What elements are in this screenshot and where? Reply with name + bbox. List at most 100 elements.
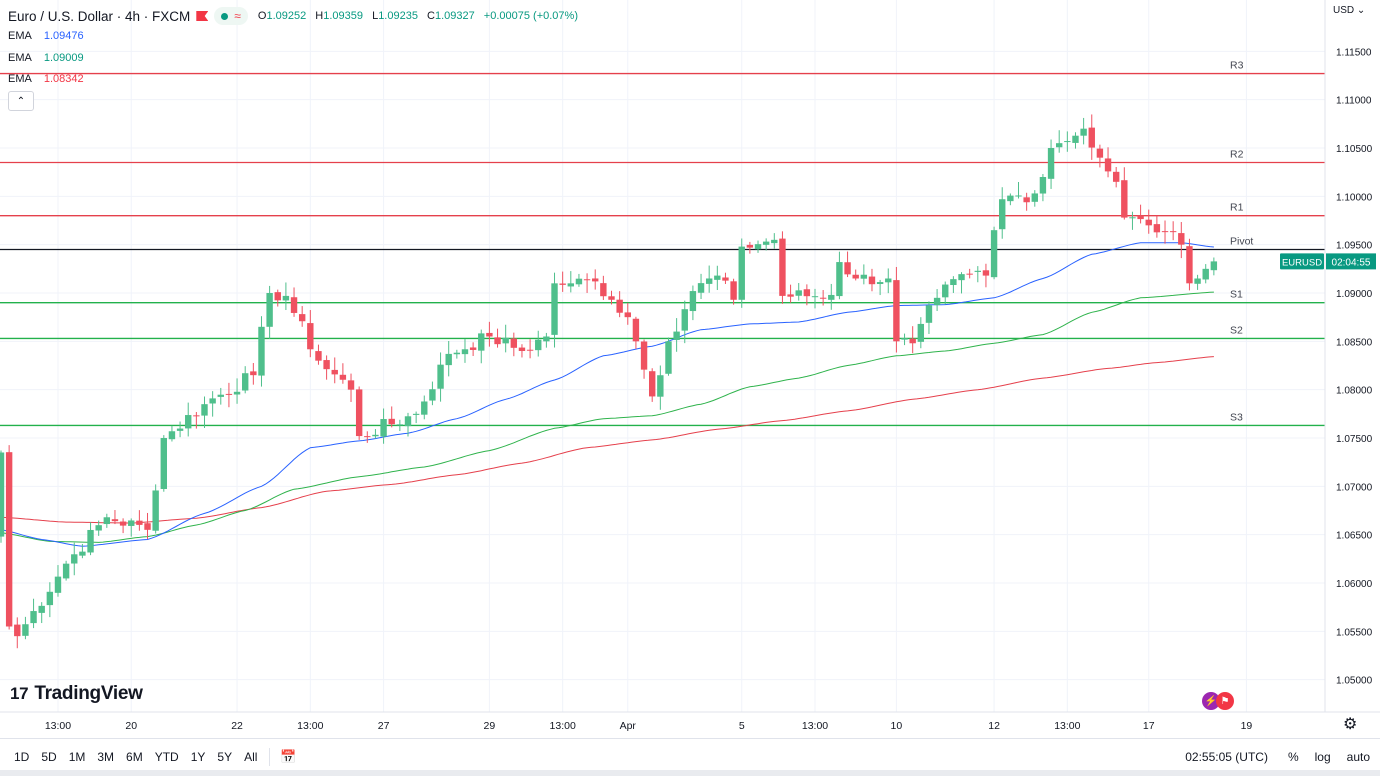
currency-selector[interactable]: USD ⌄ [1333,5,1366,16]
open-value: 1.09252 [266,10,307,22]
candle [1072,132,1079,149]
candle [46,582,54,618]
calendar-range-icon[interactable]: 📅 [280,749,297,764]
lightning-icon[interactable]: ⚡ [1202,692,1220,710]
candle-body [79,551,86,556]
ema-legend-fast[interactable]: EMA 1.09476 [8,30,84,42]
candle [1145,209,1152,234]
candle-body [974,270,981,272]
grid [0,0,1325,712]
candle [347,373,355,402]
candle [404,412,412,437]
candle [128,518,135,537]
candle [1112,166,1120,188]
timeframe-5y[interactable]: 5Y [217,750,233,764]
candle-body [38,605,45,613]
candle-body [811,296,819,298]
gear-icon[interactable]: ⚙ [1343,716,1358,733]
candle-body [1145,219,1152,226]
candle-body [290,297,298,313]
candle-body [160,438,167,489]
ema-label: EMA [8,52,32,64]
candle-body [559,283,566,285]
candle [1161,220,1169,244]
candle-body [298,314,306,322]
candle-body [1202,268,1209,280]
candle [575,273,583,287]
candle-body [0,452,5,537]
candle-body [958,274,965,281]
candle [1064,131,1071,152]
candle-body [901,338,908,340]
candle-body [469,347,477,350]
candle-body [543,336,550,342]
candle-body [616,299,623,313]
price-tick-label: 1.09500 [1336,241,1373,252]
ohlc-readout: O1.09252 H1.09359 L1.09235 C1.09327 +0.0… [258,10,584,22]
candle-body [1178,233,1185,245]
candle-body [754,244,762,250]
candle-body [54,576,62,593]
symbol-title[interactable]: Euro / U.S. Dollar · 4h · FXCM [8,8,191,24]
candle-body [1161,231,1169,233]
candle-body [502,337,509,344]
time-tick-label: 13:00 [550,720,576,732]
candle-body [575,278,583,285]
level-label-r2: R2 [1230,149,1244,161]
candle [1056,130,1063,153]
close-label: C [427,10,435,22]
candle [901,333,908,346]
candle [1015,181,1022,199]
candle [1137,204,1144,224]
candle-body [1121,180,1128,218]
timeframe-1y[interactable]: 1Y [190,750,206,764]
price-tick-label: 1.06000 [1336,579,1373,590]
timeframe-1d[interactable]: 1D [14,750,30,764]
collapse-legend-button[interactable]: ⌃ [8,91,34,111]
percent-toggle[interactable]: % [1287,750,1299,764]
flag-icon[interactable] [196,11,209,21]
candle-body [1064,141,1071,143]
log-toggle[interactable]: log [1314,750,1331,764]
candle [762,238,770,251]
event-badges[interactable]: ⚡ ⚑ [1202,692,1234,710]
candle [803,284,811,306]
candle-body [624,312,631,318]
timeframe-1m[interactable]: 1M [68,750,86,764]
utc-clock[interactable]: 02:55:05 (UTC) [1185,750,1268,764]
candle [1121,167,1128,220]
timeframe-3m[interactable]: 3M [97,750,115,764]
candle-body [1007,195,1014,202]
close-value: 1.09327 [434,10,475,22]
candle-body [478,333,485,351]
candle [608,290,615,305]
candle-body [347,380,355,390]
candle [942,281,949,305]
candle [771,233,778,249]
candle [811,288,819,309]
candle-body [697,283,705,293]
auto-toggle[interactable]: auto [1346,750,1370,764]
timeframe-all[interactable]: All [244,750,258,764]
candle [990,226,998,280]
status-pill[interactable]: ≈ [214,7,248,25]
candle-body [307,323,314,350]
candle-body [730,281,737,300]
candle-body [95,525,102,531]
candle [1088,114,1095,160]
candle-body [461,349,469,355]
timeframe-ytd[interactable]: YTD [154,750,179,764]
price-tick-label: 1.10000 [1336,192,1373,203]
candle-body [779,238,786,296]
timeframe-6m[interactable]: 6M [126,750,143,764]
candle-body [5,452,13,627]
timeframe-5d[interactable]: 5D [41,750,57,764]
level-label-s3: S3 [1230,411,1243,423]
ema-legend-slow[interactable]: EMA 1.08342 [8,73,84,85]
ema-legend-mid[interactable]: EMA 1.09009 [8,52,84,64]
candle [868,268,876,292]
candle [30,598,37,629]
us-flag-icon[interactable]: ⚑ [1216,692,1234,710]
candle [551,272,558,348]
